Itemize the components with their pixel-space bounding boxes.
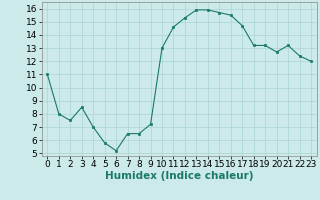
X-axis label: Humidex (Indice chaleur): Humidex (Indice chaleur) bbox=[105, 171, 253, 181]
